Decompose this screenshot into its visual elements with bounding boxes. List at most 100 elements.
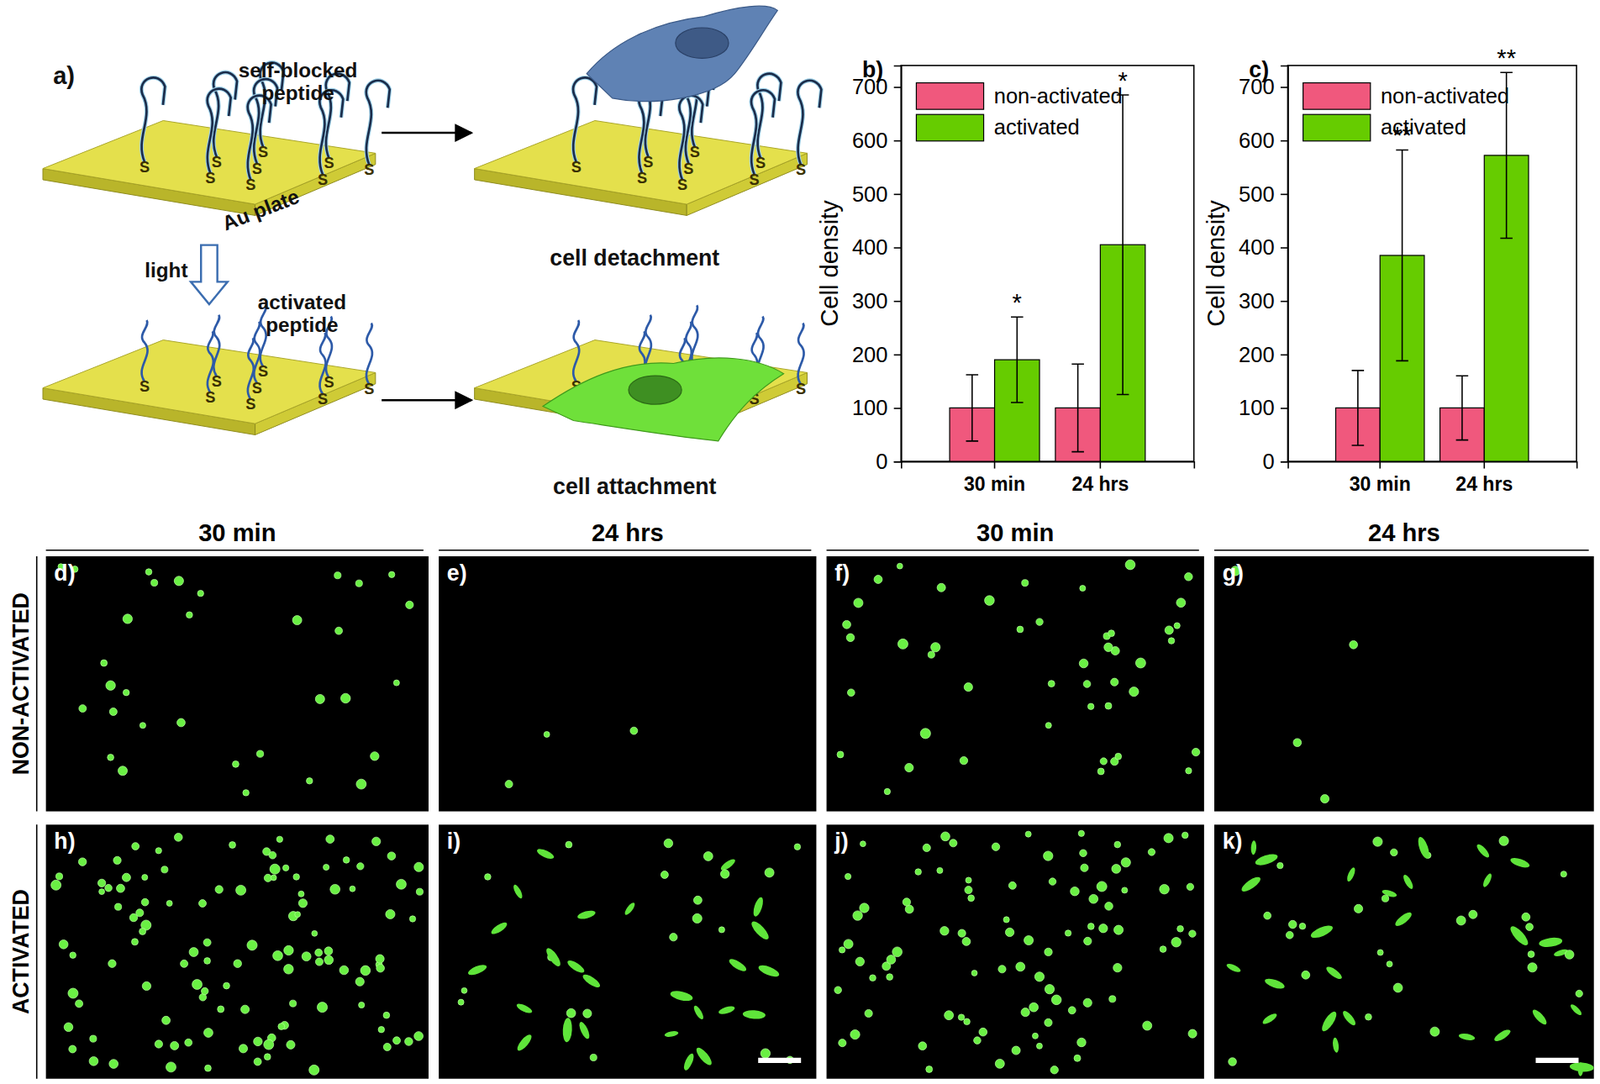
error-bar [1456, 375, 1469, 440]
cell-dot [886, 973, 894, 981]
cell-dot [282, 864, 289, 871]
cell-dot [1051, 994, 1062, 1006]
anchor-label: S [211, 373, 222, 390]
peptide-group: SSSSSSSSS [139, 63, 390, 195]
schematic-label: self-blocked [238, 59, 358, 83]
cell-dot [1044, 984, 1054, 995]
cell-dot [566, 1008, 576, 1018]
cell-dot [1031, 1032, 1038, 1039]
panel-label: b) [862, 57, 884, 84]
y-axis: 0100200300400500600700 [852, 66, 902, 474]
cell-dot [936, 867, 943, 874]
cell-dot [1083, 680, 1091, 689]
y-tick: 300 [1238, 289, 1288, 313]
bar-chart: 010020030040050060070030 min24 hrs**Cell… [815, 57, 1195, 495]
cell-dot [1079, 849, 1088, 858]
tick-label: 200 [852, 342, 889, 367]
schematic-label: a) [52, 62, 75, 90]
cell-dot [405, 1037, 414, 1047]
cell-dot [298, 899, 307, 908]
cell-dot [1499, 836, 1509, 846]
anchor-label: S [317, 390, 328, 408]
cell-dot [693, 895, 702, 905]
cell-dot [142, 874, 148, 881]
cell-dot [973, 1036, 982, 1045]
anchor-label: S [205, 389, 216, 406]
cell-nucleus [675, 27, 729, 58]
cell-dot [562, 1017, 573, 1043]
peptide-outline [213, 72, 237, 157]
cell-dot [315, 948, 323, 957]
tick-mark [1280, 354, 1289, 357]
peptide-group: SSSSSSSSS [139, 305, 375, 413]
cell-dot [984, 595, 995, 606]
x-axis: 30 min24 hrs [901, 461, 1195, 495]
cell-dot [108, 959, 116, 968]
schematic-label: peptide [265, 313, 338, 337]
cell-dot [253, 1057, 262, 1066]
cell-dot [660, 871, 669, 879]
cell-dot [170, 1041, 179, 1050]
peptide [247, 337, 254, 400]
cell-dot [1089, 894, 1099, 904]
cell-dot [589, 1053, 597, 1061]
cell-dot [68, 988, 79, 999]
anchor-label: S [245, 176, 256, 194]
cell-dot [301, 952, 311, 962]
cell-dot [151, 579, 158, 587]
peptide [366, 80, 390, 165]
error-bar [966, 374, 979, 442]
cell-dot [1008, 881, 1016, 890]
peptide-outline [207, 89, 232, 174]
cell-dot [1044, 1018, 1053, 1027]
cell-dot [199, 900, 207, 908]
cell-dot [197, 589, 204, 596]
cell-dot [682, 1052, 696, 1072]
cell-dot [1011, 1046, 1021, 1055]
anchor-label: S [683, 160, 694, 178]
cell-dot [378, 1026, 385, 1032]
cell-dot [1087, 703, 1094, 710]
cell-dot [189, 947, 199, 958]
cell-dot [115, 903, 122, 911]
cell-dot [1111, 864, 1122, 874]
cell-dot [1125, 559, 1136, 570]
error-bar [1352, 370, 1365, 446]
cell-dot [936, 583, 946, 592]
y-tick: 100 [1238, 395, 1288, 420]
anchor-label: S [571, 158, 582, 176]
arrow [381, 131, 472, 134]
legend: non-activatedactivated [915, 83, 1122, 142]
anchor-label: S [755, 154, 766, 172]
cell-dot [957, 1014, 964, 1021]
cell-dot [1045, 722, 1052, 729]
cell-dot [358, 1001, 365, 1008]
cell-dot [1029, 1002, 1039, 1012]
peptide [751, 89, 775, 174]
row-rule [36, 556, 38, 812]
cell-dot [1299, 922, 1306, 930]
cell-dot [355, 579, 363, 587]
panel-label: d) [53, 560, 75, 586]
y-tick: 200 [1238, 342, 1288, 367]
cell-dot [536, 847, 556, 861]
peptide-outline [797, 80, 822, 165]
cell-dot [1365, 1013, 1373, 1021]
peptide [757, 73, 781, 158]
y-tick: 100 [852, 395, 901, 420]
cell-dot [1034, 972, 1044, 982]
row-label: NON-ACTIVATED [8, 592, 34, 775]
cell-dot [269, 863, 280, 874]
cell-dot [1096, 881, 1107, 892]
plot-frame [900, 65, 1195, 462]
cell-dot [173, 833, 183, 843]
cell-dot [122, 614, 132, 624]
cell-dot [215, 885, 223, 894]
cell-dot [484, 873, 492, 881]
cell-dot [959, 756, 968, 764]
tick-mark [1378, 461, 1381, 469]
cell-dot [565, 841, 573, 848]
cell-dot [204, 957, 211, 965]
cell-dot [623, 900, 637, 916]
cell-dot [852, 910, 863, 921]
